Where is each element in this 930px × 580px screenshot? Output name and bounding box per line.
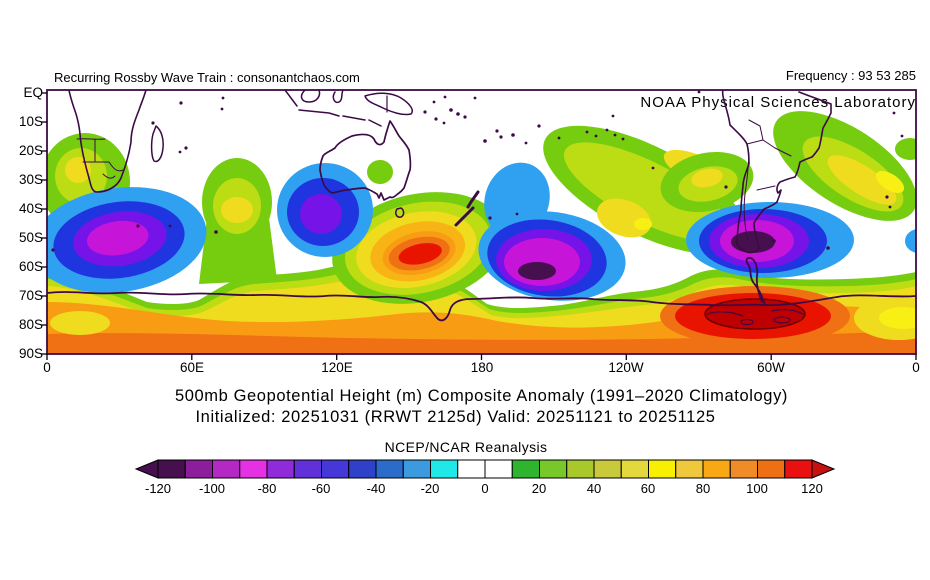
agency-title: NOAA Physical Sciences Laboratory [640, 94, 916, 111]
y-axis-label: 10S [18, 114, 43, 129]
x-axis-label: 0 [43, 360, 51, 375]
colorbar-segment [457, 459, 486, 479]
x-axis-label: 60W [757, 360, 785, 375]
map-plot-area [41, 89, 917, 360]
colorbar [134, 459, 836, 479]
colorbar-tick-label: 60 [640, 481, 656, 496]
positive-anomaly-south-pacific-subtropics [543, 125, 747, 255]
positive-anomaly-tasman-sea [332, 192, 506, 304]
colorbar-segment [430, 459, 459, 479]
colorbar-tick-label: -120 [144, 481, 172, 496]
chart-title: 500mb Geopotential Height (m) Composite … [174, 387, 789, 405]
colorbar-tick-label: -40 [366, 481, 386, 496]
colorbar-tick-label: 120 [801, 481, 823, 496]
south-america-borders [743, 119, 792, 241]
chart-subtitle: Initialized: 20251031 (RRWT 2125d) Valid… [195, 408, 716, 426]
colorbar-segment [566, 459, 595, 479]
colorbar-segments [157, 459, 813, 479]
colorbar-segment [348, 459, 377, 479]
y-axis-label: 80S [18, 317, 43, 332]
y-axis-label: 90S [18, 346, 43, 361]
colorbar-segment [321, 459, 350, 479]
colorbar-tick-label: 40 [586, 481, 602, 496]
negative-anomaly-south-pacific [478, 162, 626, 301]
colorbar-segment [402, 459, 431, 479]
negative-anomaly-south-america [686, 202, 854, 278]
colorbar-segment [729, 459, 758, 479]
colorbar-segment [702, 459, 731, 479]
colorbar-tick-label: 0 [481, 481, 489, 496]
axis-ticks [41, 92, 917, 360]
watermark-text: Recurring Rossby Wave Train : consonantc… [54, 70, 360, 85]
colorbar-segment [511, 459, 540, 479]
weddell-positive-core [660, 286, 916, 346]
colorbar-tick-label: 100 [746, 481, 768, 496]
colorbar-tick-label: -80 [257, 481, 277, 496]
positive-anomaly-central-australia [367, 160, 393, 184]
colorbar-tick-label: 80 [695, 481, 711, 496]
colorbar-tick-label: -60 [311, 481, 331, 496]
x-axis-label: 180 [470, 360, 494, 375]
colorbar-segment [675, 459, 704, 479]
colorbar-segment [375, 459, 404, 479]
x-axis-label: 120E [321, 360, 353, 375]
colorbar-segment [157, 459, 186, 479]
colorbar-tick-label: -20 [420, 481, 440, 496]
colorbar-segment [620, 459, 649, 479]
negative-anomaly-sw-indian-ocean [47, 187, 207, 293]
y-axis-label: 40S [18, 201, 43, 216]
coastlines [47, 90, 916, 326]
y-axis-label: 20S [18, 143, 43, 158]
y-axis-label: 60S [18, 259, 43, 274]
colorbar-segment [539, 459, 568, 479]
x-axis-label: 120W [608, 360, 644, 375]
island-dots [51, 90, 904, 252]
colorbar-segment [757, 459, 786, 479]
colorbar-segment [266, 459, 295, 479]
colorbar-segment [293, 459, 322, 479]
y-axis-label: 70S [18, 288, 43, 303]
positive-anomaly-southeast-pacific [660, 151, 754, 213]
negative-anomaly-sw-australia [277, 163, 373, 257]
negative-anomaly-greenwich-edge [905, 229, 916, 253]
frequency-text: Frequency : 93 53 285 [785, 68, 916, 83]
africa-borders [76, 138, 124, 179]
positive-anomaly-indian-ocean [199, 158, 277, 284]
colorbar-segment [784, 459, 813, 479]
colorbar-segment [484, 459, 513, 479]
y-axis-label: 50S [18, 230, 43, 245]
colorbar-segment [239, 459, 268, 479]
positive-anomaly-south-atlantic [773, 111, 916, 221]
colorbar-left-arrow [134, 459, 159, 479]
y-axis-label: EQ [23, 85, 43, 100]
colorbar-segment [593, 459, 622, 479]
x-axis-label: 0 [912, 360, 920, 375]
x-axis-label: 60E [179, 360, 205, 375]
colorbar-right-arrow [811, 459, 836, 479]
colorbar-segment [184, 459, 213, 479]
y-axis-label: 30S [18, 172, 43, 187]
colorbar-tick-label: 20 [531, 481, 547, 496]
colorbar-segment [648, 459, 677, 479]
colorbar-segment [212, 459, 241, 479]
colorbar-label: NCEP/NCAR Reanalysis [384, 439, 548, 455]
colorbar-tick-label: -100 [198, 481, 226, 496]
